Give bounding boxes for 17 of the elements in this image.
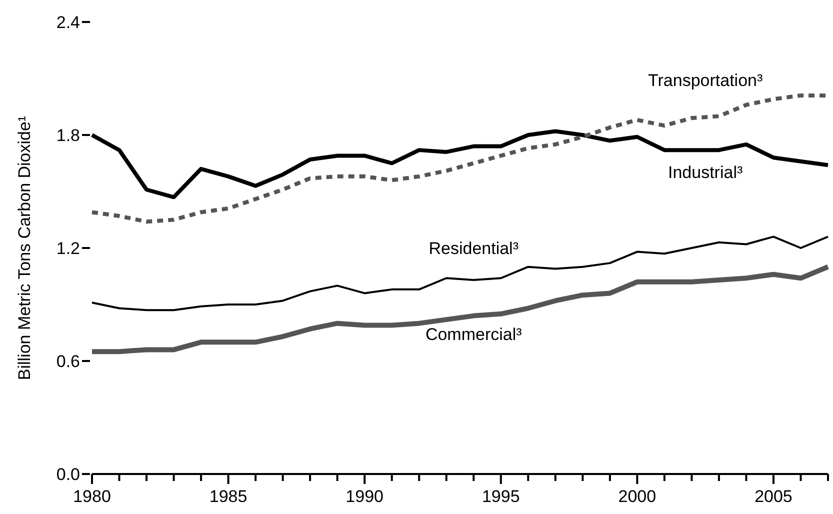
y-tick-label: 0.6 xyxy=(56,352,80,371)
x-tick-label: 2005 xyxy=(754,487,792,506)
x-tick-label: 1980 xyxy=(73,487,111,506)
y-tick-label: 1.2 xyxy=(56,238,80,258)
series-label: Industrial³ xyxy=(668,163,743,182)
series-label: Commercial³ xyxy=(425,324,522,344)
x-tick-label: 1995 xyxy=(482,487,520,506)
y-axis-title: Billion Metric Tons Carbon Dioxide¹ xyxy=(15,116,34,380)
y-tick-label: 2.4 xyxy=(56,12,80,32)
x-tick-label: 2000 xyxy=(618,487,656,506)
x-tick-label: 1985 xyxy=(209,487,248,506)
series-label: Transportation³ xyxy=(648,71,763,90)
y-tick-label: 1.8 xyxy=(56,126,80,145)
y-tick-label: 0.0 xyxy=(56,464,80,484)
x-tick-label: 1990 xyxy=(346,487,384,506)
line-series xyxy=(91,236,829,312)
series-label: Residential³ xyxy=(428,239,519,258)
